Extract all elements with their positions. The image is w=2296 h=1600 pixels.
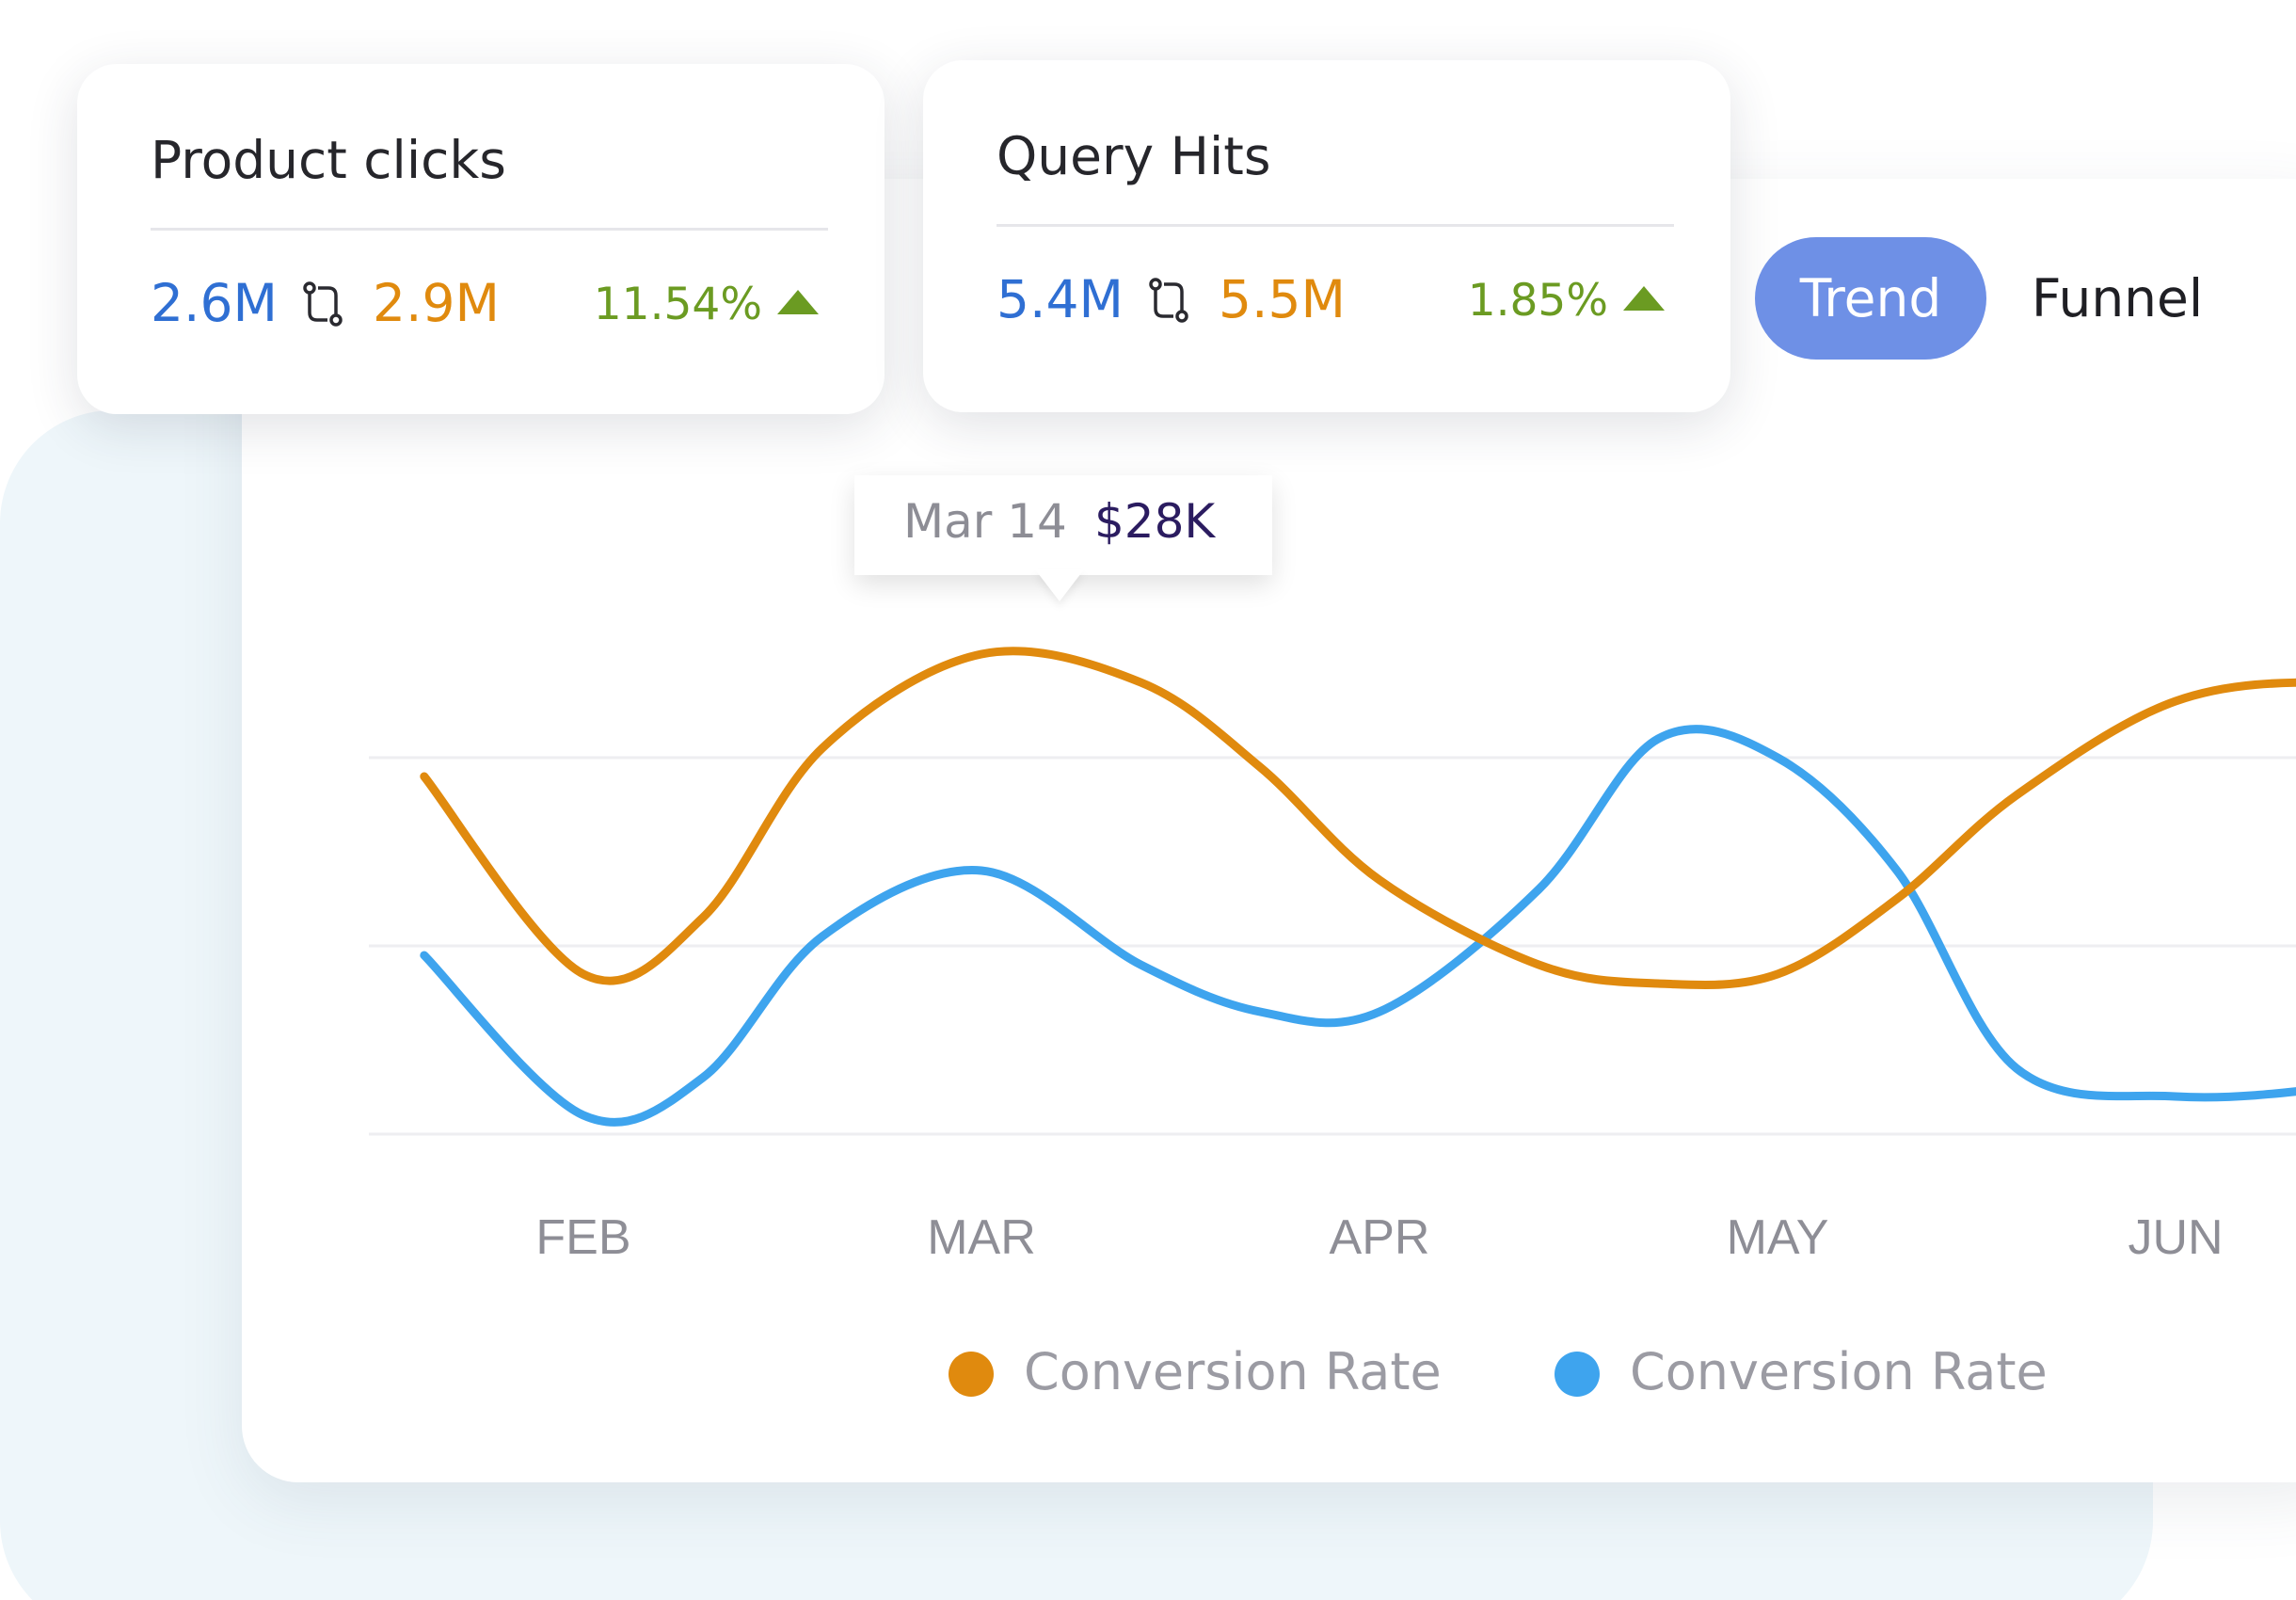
legend-label: Conversion Rate — [1024, 1342, 1442, 1401]
tooltip-value: $28K — [1094, 494, 1216, 549]
card-title: Product clicks — [151, 130, 506, 190]
previous-value: 2.9M — [373, 273, 500, 333]
compare-icon — [1149, 278, 1188, 323]
trend-toggle-button[interactable]: Trend — [1755, 237, 1986, 360]
x-tick-label: APR — [1330, 1210, 1430, 1265]
card-divider — [997, 224, 1674, 227]
funnel-toggle-button[interactable]: Funnel — [2031, 268, 2204, 328]
change-percent: 11.54% — [593, 279, 762, 330]
current-value: 2.6M — [151, 273, 278, 333]
x-tick-label: MAY — [1727, 1210, 1829, 1265]
compare-icon — [303, 281, 343, 327]
series-line-orange[interactable] — [420, 647, 2296, 990]
legend-dot — [1555, 1352, 1600, 1397]
x-tick-label: FEB — [535, 1210, 630, 1265]
x-tick-label: MAR — [927, 1210, 1036, 1265]
triangle-up-icon — [777, 290, 819, 314]
series-line-blue[interactable] — [420, 725, 2296, 1127]
product-clicks-card[interactable]: Product clicks 2.6M 2.9M 11.54% — [77, 64, 885, 414]
legend-dot — [949, 1352, 994, 1397]
triangle-up-icon — [1623, 286, 1665, 311]
tooltip-pointer — [1035, 569, 1084, 601]
legend-label: Conversion Rate — [1630, 1342, 2048, 1401]
chart-tooltip: Mar 14 $28K — [854, 475, 1272, 575]
tooltip-date: Mar 14 — [903, 494, 1067, 549]
previous-value: 5.5M — [1219, 269, 1346, 329]
query-hits-card[interactable]: Query Hits 5.4M 5.5M 1.85% — [923, 60, 1730, 412]
card-divider — [151, 228, 828, 231]
x-tick-label: JUN — [2128, 1210, 2223, 1265]
card-metrics: 5.4M 5.5M 1.85% — [997, 269, 1674, 335]
current-value: 5.4M — [997, 269, 1124, 329]
card-metrics: 2.6M 2.9M 11.54% — [151, 273, 828, 339]
card-title: Query Hits — [997, 126, 1271, 186]
change-percent: 1.85% — [1467, 275, 1608, 327]
